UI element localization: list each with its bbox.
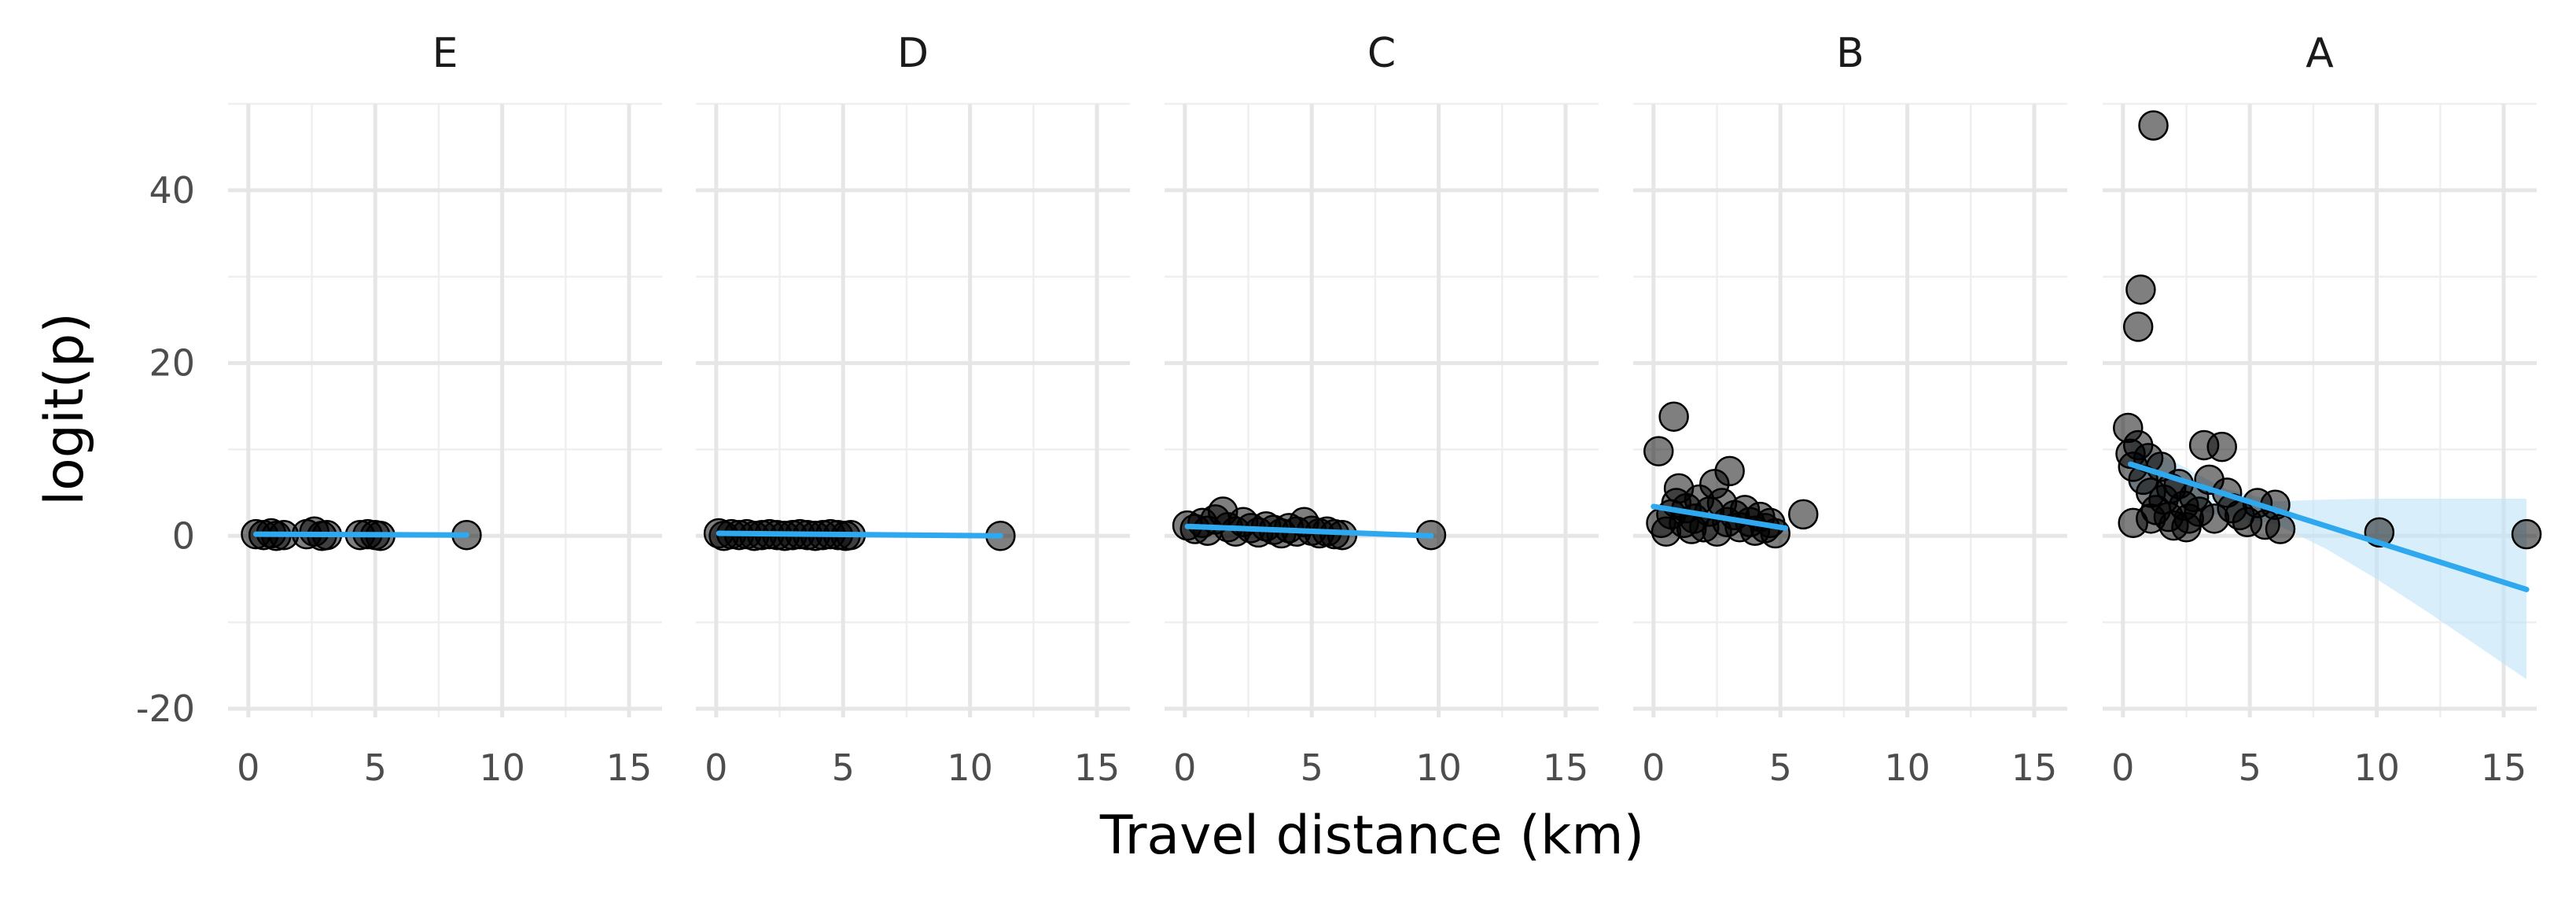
data-point	[2125, 274, 2156, 305]
data-point	[2138, 110, 2169, 141]
data-point	[1788, 499, 1819, 530]
fit-line	[2128, 461, 2530, 592]
fit-line	[716, 530, 1003, 539]
x-tick-label: 0	[237, 746, 259, 789]
x-tick-label: 10	[1884, 746, 1930, 789]
x-tick-label: 15	[2011, 746, 2058, 789]
x-tick-label: 5	[1769, 746, 1792, 789]
data-point	[1643, 436, 1674, 466]
facet-label: D	[897, 30, 929, 77]
facet-label: C	[1367, 30, 1396, 77]
facet-panel-d: D 0 5 10 15	[696, 30, 1130, 789]
y-tick-label: 0	[172, 514, 195, 557]
data-point	[2265, 514, 2296, 544]
x-tick-label: 15	[606, 746, 653, 789]
facet-panel-a: A 0 5 10 15	[2103, 30, 2542, 789]
x-tick-label: 10	[1415, 746, 1462, 789]
x-tick-label: 0	[705, 746, 727, 789]
x-axis-title: Travel distance (km)	[1099, 805, 1644, 867]
facet-panel-e: E 0 5 10 15	[228, 30, 662, 789]
data-point	[2206, 431, 2237, 463]
x-tick-label: 15	[2481, 746, 2527, 789]
x-tick-label: 5	[1301, 746, 1323, 789]
y-axis-title: logit(p)	[34, 312, 96, 505]
data-point	[1714, 455, 1745, 487]
facet-panel-c: C 0 5 10 15	[1165, 30, 1599, 789]
data-point	[2122, 311, 2154, 342]
x-tick-label: 0	[1173, 746, 1196, 789]
y-tick-label: 40	[149, 169, 195, 212]
fit-line	[253, 531, 469, 538]
data-point	[2511, 518, 2542, 550]
data-point	[1658, 401, 1689, 432]
x-tick-label: 10	[947, 746, 993, 789]
x-tick-label: 5	[364, 746, 387, 789]
x-tick-label: 15	[1074, 746, 1121, 789]
x-tick-label: 5	[832, 746, 855, 789]
y-tick-label: 20	[149, 342, 195, 385]
y-tick-label: -20	[136, 687, 195, 730]
fit-line	[1650, 503, 1789, 531]
x-tick-label: 0	[2111, 746, 2134, 789]
y-axis-tick-labels: -20 0 20 40	[136, 169, 195, 730]
x-tick-label: 0	[1642, 746, 1665, 789]
facet-label: B	[1836, 30, 1864, 77]
facet-label: A	[2306, 30, 2334, 77]
facet-label: E	[432, 30, 458, 77]
x-tick-label: 15	[1543, 746, 1589, 789]
x-tick-label: 5	[2239, 746, 2261, 789]
data-point	[2136, 503, 2166, 534]
fit-line	[1184, 523, 1434, 539]
facet-panels: E 0 5 10 15 D 0 5 10 15 C 0 5 10 15 B 0 5 10 15 A 0 5 10 15	[228, 30, 2542, 789]
x-tick-label: 10	[479, 746, 525, 789]
facet-panel-b: B 0 5 10 15	[1633, 30, 2067, 789]
x-tick-label: 10	[2353, 746, 2400, 789]
